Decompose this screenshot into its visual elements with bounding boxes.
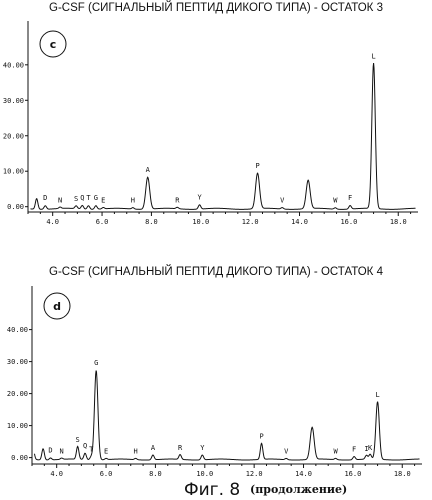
- panel-c-letter: c: [50, 38, 57, 51]
- panel-d-letter: d: [53, 300, 61, 313]
- peak-label: G: [94, 359, 98, 367]
- chromatogram-panel-c: G-CSF (СИГНАЛЬНЫЙ ПЕПТИД ДИКОГО ТИПА) - …: [3, 1, 418, 226]
- peak-label: A: [151, 444, 156, 452]
- y-tick-label: 20.00: [7, 390, 28, 398]
- x-tick-label: 14.0: [295, 470, 312, 478]
- peak-label: E: [101, 196, 105, 204]
- peak-label: P: [255, 162, 259, 170]
- peak-label: Y: [200, 444, 205, 452]
- x-tick-label: 12.0: [242, 218, 259, 226]
- x-tick-label: 10.0: [196, 470, 213, 478]
- x-tick-label: 4.0: [46, 218, 59, 226]
- peak-label: V: [284, 447, 289, 455]
- x-tick-label: 6.0: [100, 470, 113, 478]
- panel-c-peak-labels: D N SQTGE H A R Y P V W F L: [43, 52, 376, 204]
- peak-label: S: [76, 436, 80, 444]
- x-tick-label: 16.0: [344, 470, 361, 478]
- peak-label: R: [175, 196, 180, 204]
- y-tick-label: 30.00: [3, 97, 24, 105]
- peak-label: T: [86, 194, 91, 202]
- peak-label: Q: [83, 442, 87, 450]
- peak-label: A: [146, 166, 151, 174]
- x-tick-label: 10.0: [192, 218, 209, 226]
- peak-label: L: [371, 52, 375, 60]
- y-tick-label: 0.00: [7, 203, 24, 211]
- x-tick-label: 14.0: [291, 218, 308, 226]
- peak-label: T: [89, 445, 94, 453]
- peak-label: W: [333, 447, 338, 455]
- y-tick-label: 10.00: [7, 422, 28, 430]
- peak-label: F: [352, 445, 356, 453]
- peak-label: R: [178, 444, 183, 452]
- caption-main: Фиг. 8: [184, 480, 240, 500]
- x-tick-label: 18.0: [394, 470, 411, 478]
- peak-label: P: [259, 433, 263, 441]
- peak-label: Q: [80, 194, 84, 202]
- y-tick-label: 0.00: [11, 454, 28, 462]
- peak-label: F: [348, 194, 352, 202]
- peak-label: H: [131, 196, 135, 204]
- y-tick-label: 40.00: [7, 326, 28, 334]
- peak-label: N: [60, 447, 64, 455]
- y-tick-label: 40.00: [3, 61, 24, 69]
- y-tick-label: 20.00: [3, 132, 24, 140]
- peak-label: D: [43, 194, 47, 202]
- chromatogram-panel-d: G-CSF (СИГНАЛЬНЫЙ ПЕПТИД ДИКОГО ТИПА) - …: [7, 265, 422, 478]
- peak-label: Y: [197, 193, 202, 201]
- panel-c-title: G-CSF (СИГНАЛЬНЫЙ ПЕПТИД ДИКОГО ТИПА) - …: [49, 1, 383, 14]
- peak-label: W: [333, 196, 338, 204]
- peak-label: N: [58, 196, 62, 204]
- x-tick-label: 6.0: [96, 218, 109, 226]
- panel-d-y-ticks: 0.00 10.00 20.00 30.00 40.00: [7, 326, 32, 462]
- x-tick-label: 8.0: [149, 470, 162, 478]
- panel-d-title: G-CSF (СИГНАЛЬНЫЙ ПЕПТИД ДИКОГО ТИПА) - …: [49, 265, 384, 278]
- peak-label: G: [94, 194, 98, 202]
- panel-c-x-ticks: 4.0 6.0 8.0 10.0 12.0 14.0 16.0 18.0: [28, 212, 411, 226]
- panel-d-x-ticks: 4.0 6.0 8.0 10.0 12.0 14.0 16.0 18.0: [32, 464, 415, 478]
- x-tick-label: 16.0: [340, 218, 357, 226]
- panel-c-y-ticks: 0.00 10.00 20.00 30.00 40.00: [3, 61, 28, 211]
- peak-label: H: [134, 447, 138, 455]
- peak-label: D: [48, 447, 52, 455]
- peak-label: V: [280, 196, 285, 204]
- caption-sub: (продолжение): [250, 483, 347, 496]
- y-tick-label: 30.00: [7, 358, 28, 366]
- figure-caption: Фиг. 8 (продолжение): [184, 480, 347, 500]
- y-tick-label: 10.00: [3, 168, 24, 176]
- peak-label: L: [375, 391, 379, 399]
- x-tick-label: 12.0: [246, 470, 263, 478]
- x-tick-label: 8.0: [145, 218, 158, 226]
- panel-c-trace: [30, 63, 415, 209]
- peak-label: S: [74, 195, 78, 203]
- x-tick-label: 18.0: [390, 218, 407, 226]
- peak-label: K: [368, 444, 373, 452]
- x-tick-label: 4.0: [50, 470, 63, 478]
- peak-label: E: [104, 447, 108, 455]
